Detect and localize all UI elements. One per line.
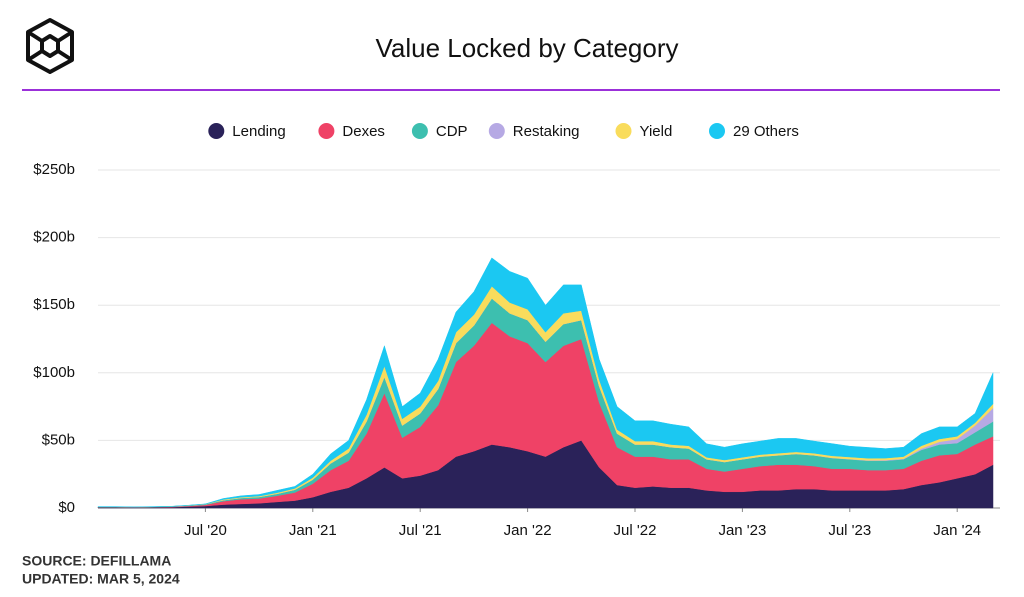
y-tick-label: $200b	[33, 229, 75, 246]
source-note: SOURCE: DEFILLAMA	[22, 553, 171, 569]
legend-swatch	[709, 123, 725, 139]
legend-swatch	[615, 123, 632, 139]
updated-note: UPDATED: MAR 5, 2024	[22, 571, 180, 587]
y-tick-label: $0	[58, 499, 75, 516]
x-tick-label: Jul '20	[184, 522, 227, 539]
x-tick-label: Jan '21	[289, 522, 337, 539]
x-tick-label: Jul '22	[614, 522, 657, 539]
legend-label: Yield	[640, 123, 673, 140]
y-tick-label: $250b	[33, 161, 75, 178]
x-tick-label: Jul '21	[399, 522, 442, 539]
x-tick-label: Jan '22	[504, 522, 552, 539]
legend-label: 29 Others	[733, 123, 799, 140]
area	[97, 257, 994, 508]
legend-swatch	[488, 123, 505, 139]
chart-title: Value Locked by Category	[375, 33, 678, 63]
legend-label: Lending	[232, 123, 285, 140]
x-tick-label: Jan '24	[933, 522, 981, 539]
legend: Lending Dexes CDP Restaking Yield 29 Others	[208, 123, 799, 140]
legend-swatch	[411, 123, 428, 139]
areas	[97, 257, 994, 509]
legend-label: CDP	[436, 123, 468, 140]
y-tick-label: $150b	[33, 296, 75, 313]
legend-swatch	[318, 123, 335, 139]
legend-swatch	[208, 123, 225, 139]
y-tick-label: $50b	[42, 431, 75, 448]
y-tick-label: $100b	[33, 364, 75, 381]
legend-label: Dexes	[342, 123, 385, 140]
logo	[26, 18, 74, 74]
x-tick-label: Jan '23	[718, 522, 766, 539]
legend-label: Restaking	[513, 123, 580, 140]
x-tick-label: Jul '23	[828, 522, 871, 539]
